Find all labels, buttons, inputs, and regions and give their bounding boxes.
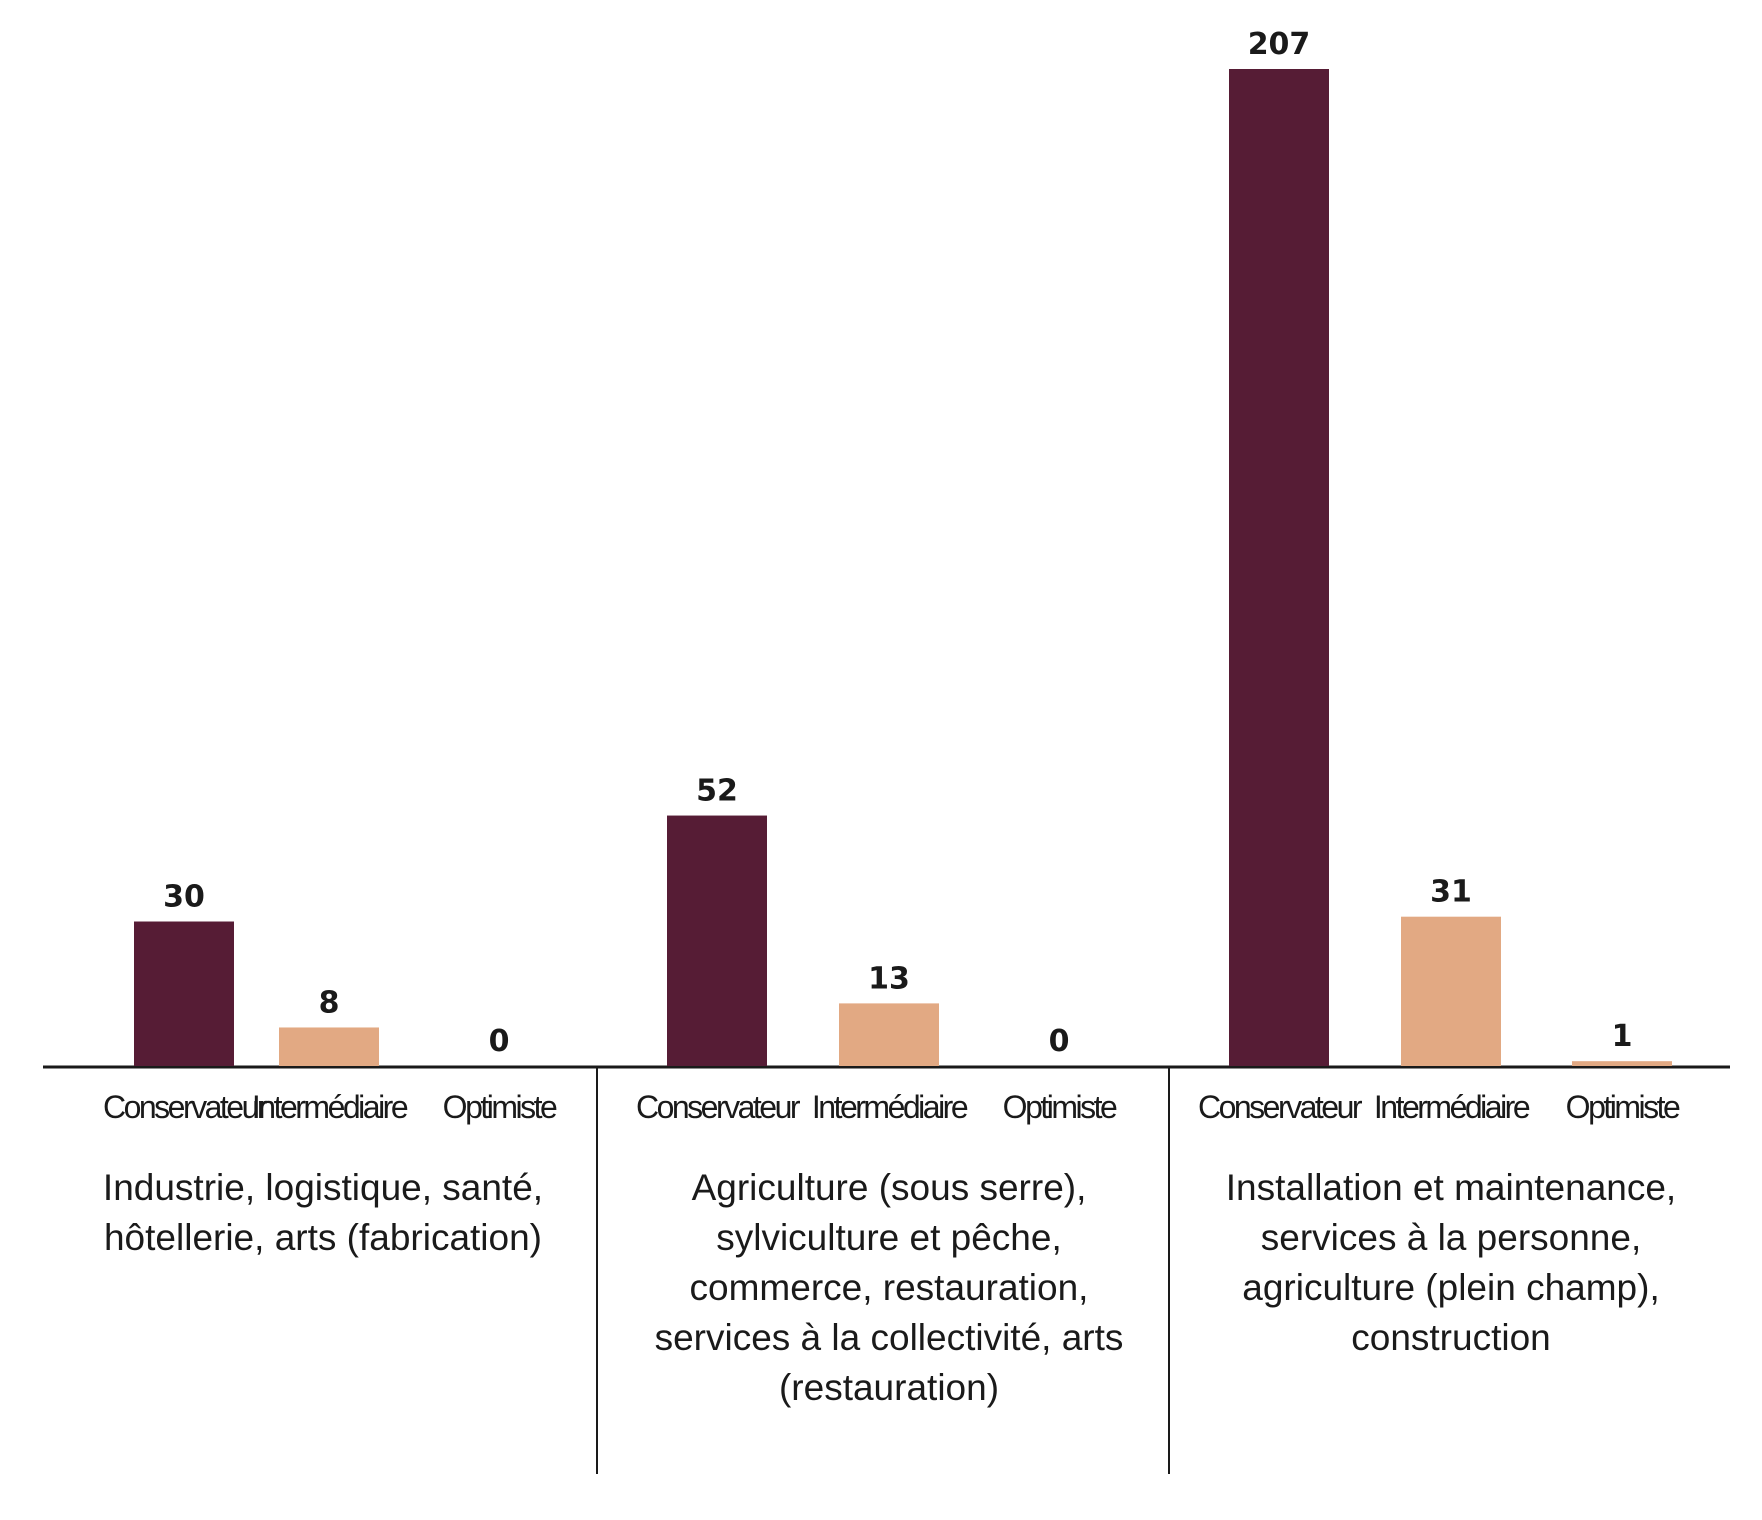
value-label: 0 bbox=[489, 1024, 510, 1059]
category-label: Intermédiaire bbox=[252, 1089, 408, 1125]
group-label-line: hôtellerie, arts (fabrication) bbox=[104, 1217, 542, 1258]
value-label: 1 bbox=[1612, 1019, 1633, 1054]
bar-intermediaire bbox=[279, 1027, 379, 1066]
group-label-line: construction bbox=[1351, 1317, 1551, 1358]
category-label: Conservateur bbox=[1198, 1089, 1363, 1125]
value-label: 31 bbox=[1430, 875, 1472, 910]
group-label-line: services à la personne, bbox=[1261, 1217, 1641, 1258]
group-label-line: Installation et maintenance, bbox=[1226, 1167, 1676, 1208]
bar-optimiste bbox=[1572, 1061, 1672, 1066]
group-label-line: agriculture (plein champ), bbox=[1242, 1267, 1659, 1308]
category-label: Optimiste bbox=[1003, 1089, 1117, 1125]
bar-intermediaire bbox=[839, 1003, 939, 1066]
group-label-line: Industrie, logistique, santé, bbox=[103, 1167, 543, 1208]
category-label: Conservateur bbox=[103, 1089, 268, 1125]
category-label: Optimiste bbox=[1566, 1089, 1680, 1125]
group-label-line: commerce, restauration, bbox=[690, 1267, 1089, 1308]
group-label-line: (restauration) bbox=[779, 1367, 999, 1408]
group-label-line: sylviculture et pêche, bbox=[716, 1217, 1062, 1258]
category-label: Conservateur bbox=[636, 1089, 801, 1125]
value-label: 30 bbox=[163, 880, 205, 915]
value-label: 13 bbox=[868, 961, 910, 996]
value-label: 0 bbox=[1049, 1024, 1070, 1059]
value-label: 52 bbox=[696, 774, 738, 809]
group-label-line: services à la collectivité, arts bbox=[655, 1317, 1124, 1358]
bar-conservateur bbox=[134, 921, 234, 1066]
value-label: 8 bbox=[319, 985, 340, 1020]
category-label: Intermédiaire bbox=[812, 1089, 968, 1125]
category-label: Optimiste bbox=[443, 1089, 557, 1125]
group-label-line: Agriculture (sous serre), bbox=[692, 1167, 1087, 1208]
value-label: 207 bbox=[1248, 27, 1311, 62]
bar-conservateur bbox=[1229, 69, 1329, 1066]
category-label: Intermédiaire bbox=[1374, 1089, 1530, 1125]
bar-intermediaire bbox=[1401, 916, 1501, 1066]
bar-conservateur bbox=[667, 815, 767, 1066]
